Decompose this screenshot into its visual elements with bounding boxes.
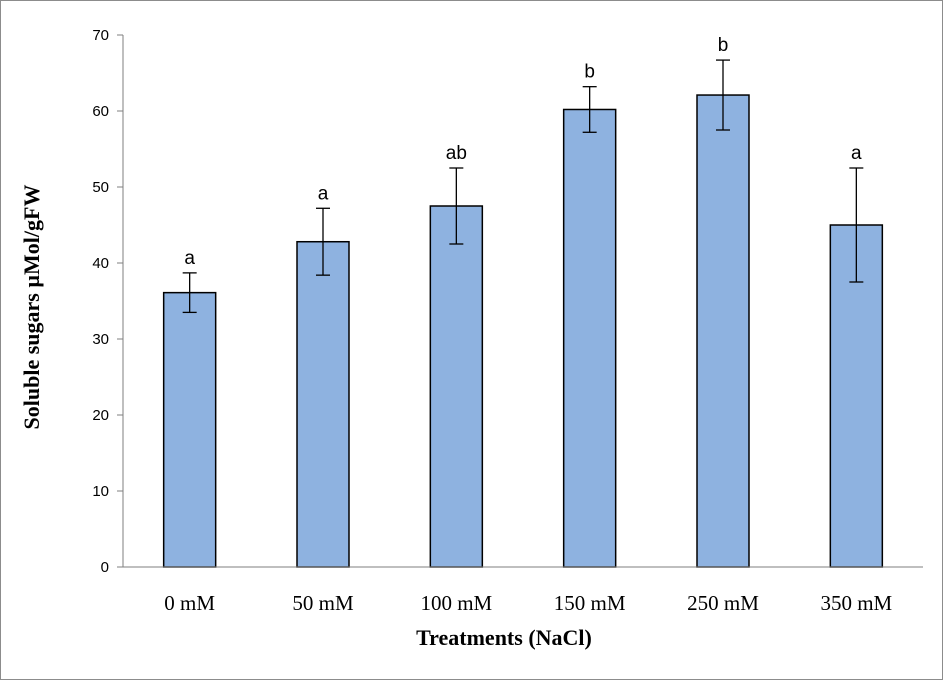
x-tick-label: 0 mM xyxy=(164,591,215,615)
significance-label: b xyxy=(584,62,595,83)
x-tick-label: 50 mM xyxy=(292,591,354,615)
y-axis-ticks: 0 10 20 30 40 50 60 70 xyxy=(92,27,123,576)
y-tick-label: 40 xyxy=(92,255,109,272)
error-bar xyxy=(582,86,597,133)
bar-150-mm xyxy=(562,108,617,568)
error-bar xyxy=(849,167,864,283)
error-bars xyxy=(182,59,864,314)
y-axis-title: Soluble sugars µMol/gFW xyxy=(19,185,44,430)
error-bar xyxy=(449,167,464,245)
significance-labels: a a ab b b a xyxy=(184,35,862,269)
significance-label: a xyxy=(184,248,195,269)
bars xyxy=(162,94,884,568)
significance-label: b xyxy=(718,35,729,56)
bar-50-mm xyxy=(296,240,350,568)
x-tick-label: 350 mM xyxy=(820,591,892,615)
x-tick-label: 100 mM xyxy=(420,591,492,615)
y-tick-label: 70 xyxy=(92,27,109,44)
y-tick-label: 30 xyxy=(92,331,109,348)
significance-label: a xyxy=(851,143,862,164)
y-tick-label: 60 xyxy=(92,103,109,120)
bar-100-mm xyxy=(429,205,484,568)
y-tick-label: 20 xyxy=(92,407,109,424)
error-bar xyxy=(316,207,330,276)
x-tick-label: 150 mM xyxy=(554,591,626,615)
bar-250-mm xyxy=(696,94,750,568)
y-tick-label: 0 xyxy=(101,559,109,576)
error-bar xyxy=(182,272,197,314)
significance-label: a xyxy=(318,183,329,204)
x-tick-label: 250 mM xyxy=(687,591,759,615)
x-axis-ticks: 0 mM 50 mM 100 mM 150 mM 250 mM 350 mM xyxy=(164,591,892,615)
y-tick-label: 50 xyxy=(92,179,109,196)
y-tick-label: 10 xyxy=(92,483,109,500)
bar-0-mm xyxy=(162,291,217,568)
error-bar xyxy=(716,59,730,131)
x-axis-title: Treatments (NaCl) xyxy=(416,625,592,650)
significance-label: ab xyxy=(446,143,467,164)
